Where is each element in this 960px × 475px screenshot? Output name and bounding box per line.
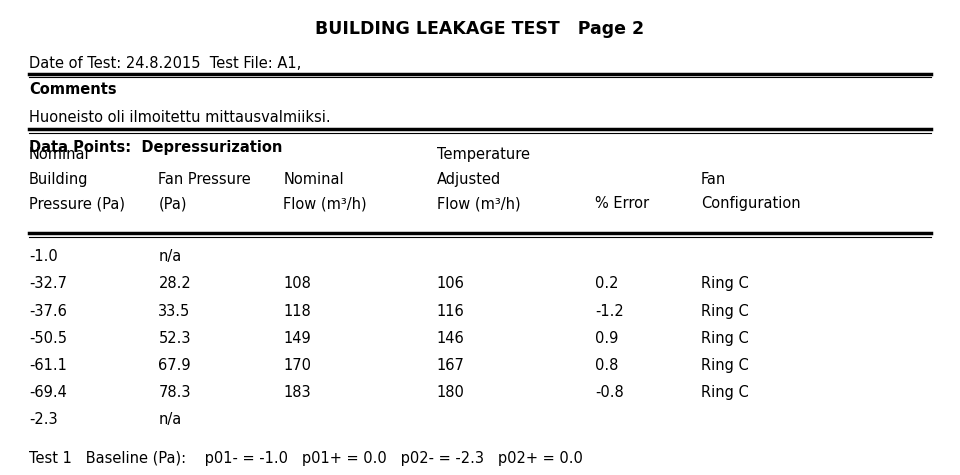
Text: -32.7: -32.7 <box>29 276 67 292</box>
Text: Flow (m³/h): Flow (m³/h) <box>283 196 367 211</box>
Text: 67.9: 67.9 <box>158 358 191 373</box>
Text: 78.3: 78.3 <box>158 385 191 400</box>
Text: Configuration: Configuration <box>701 196 801 211</box>
Text: 33.5: 33.5 <box>158 304 191 319</box>
Text: 170: 170 <box>283 358 311 373</box>
Text: % Error: % Error <box>595 196 649 211</box>
Text: Huoneisto oli ilmoitettu mittausvalmiiksi.: Huoneisto oli ilmoitettu mittausvalmiiks… <box>29 110 330 125</box>
Text: n/a: n/a <box>158 249 181 265</box>
Text: Adjusted: Adjusted <box>437 171 501 187</box>
Text: Data Points:  Depressurization: Data Points: Depressurization <box>29 140 282 155</box>
Text: 52.3: 52.3 <box>158 331 191 346</box>
Text: Pressure (Pa): Pressure (Pa) <box>29 196 125 211</box>
Text: Building: Building <box>29 171 88 187</box>
Text: 0.8: 0.8 <box>595 358 618 373</box>
Text: Fan: Fan <box>701 171 726 187</box>
Text: -69.4: -69.4 <box>29 385 66 400</box>
Text: Ring C: Ring C <box>701 276 749 292</box>
Text: -61.1: -61.1 <box>29 358 66 373</box>
Text: -2.3: -2.3 <box>29 412 58 427</box>
Text: Test 1   Baseline (Pa):    p01- = -1.0   p01+ = 0.0   p02- = -2.3   p02+ = 0.0: Test 1 Baseline (Pa): p01- = -1.0 p01+ =… <box>29 451 583 466</box>
Text: Flow (m³/h): Flow (m³/h) <box>437 196 520 211</box>
Text: -1.2: -1.2 <box>595 304 624 319</box>
Text: Nominal: Nominal <box>283 171 344 187</box>
Text: 180: 180 <box>437 385 465 400</box>
Text: Date of Test: 24.8.2015  Test File: A1,: Date of Test: 24.8.2015 Test File: A1, <box>29 56 301 71</box>
Text: Ring C: Ring C <box>701 385 749 400</box>
Text: 167: 167 <box>437 358 465 373</box>
Text: Ring C: Ring C <box>701 331 749 346</box>
Text: (Pa): (Pa) <box>158 196 187 211</box>
Text: -1.0: -1.0 <box>29 249 58 265</box>
Text: Temperature: Temperature <box>437 147 530 162</box>
Text: -37.6: -37.6 <box>29 304 66 319</box>
Text: 183: 183 <box>283 385 311 400</box>
Text: n/a: n/a <box>158 412 181 427</box>
Text: 149: 149 <box>283 331 311 346</box>
Text: Fan Pressure: Fan Pressure <box>158 171 252 187</box>
Text: -0.8: -0.8 <box>595 385 624 400</box>
Text: 116: 116 <box>437 304 465 319</box>
Text: BUILDING LEAKAGE TEST   Page 2: BUILDING LEAKAGE TEST Page 2 <box>316 20 644 38</box>
Text: 0.9: 0.9 <box>595 331 618 346</box>
Text: 108: 108 <box>283 276 311 292</box>
Text: 0.2: 0.2 <box>595 276 618 292</box>
Text: Ring C: Ring C <box>701 304 749 319</box>
Text: 28.2: 28.2 <box>158 276 191 292</box>
Text: 106: 106 <box>437 276 465 292</box>
Text: 146: 146 <box>437 331 465 346</box>
Text: Comments: Comments <box>29 82 116 97</box>
Text: 118: 118 <box>283 304 311 319</box>
Text: Ring C: Ring C <box>701 358 749 373</box>
Text: -50.5: -50.5 <box>29 331 67 346</box>
Text: Nominal: Nominal <box>29 147 89 162</box>
